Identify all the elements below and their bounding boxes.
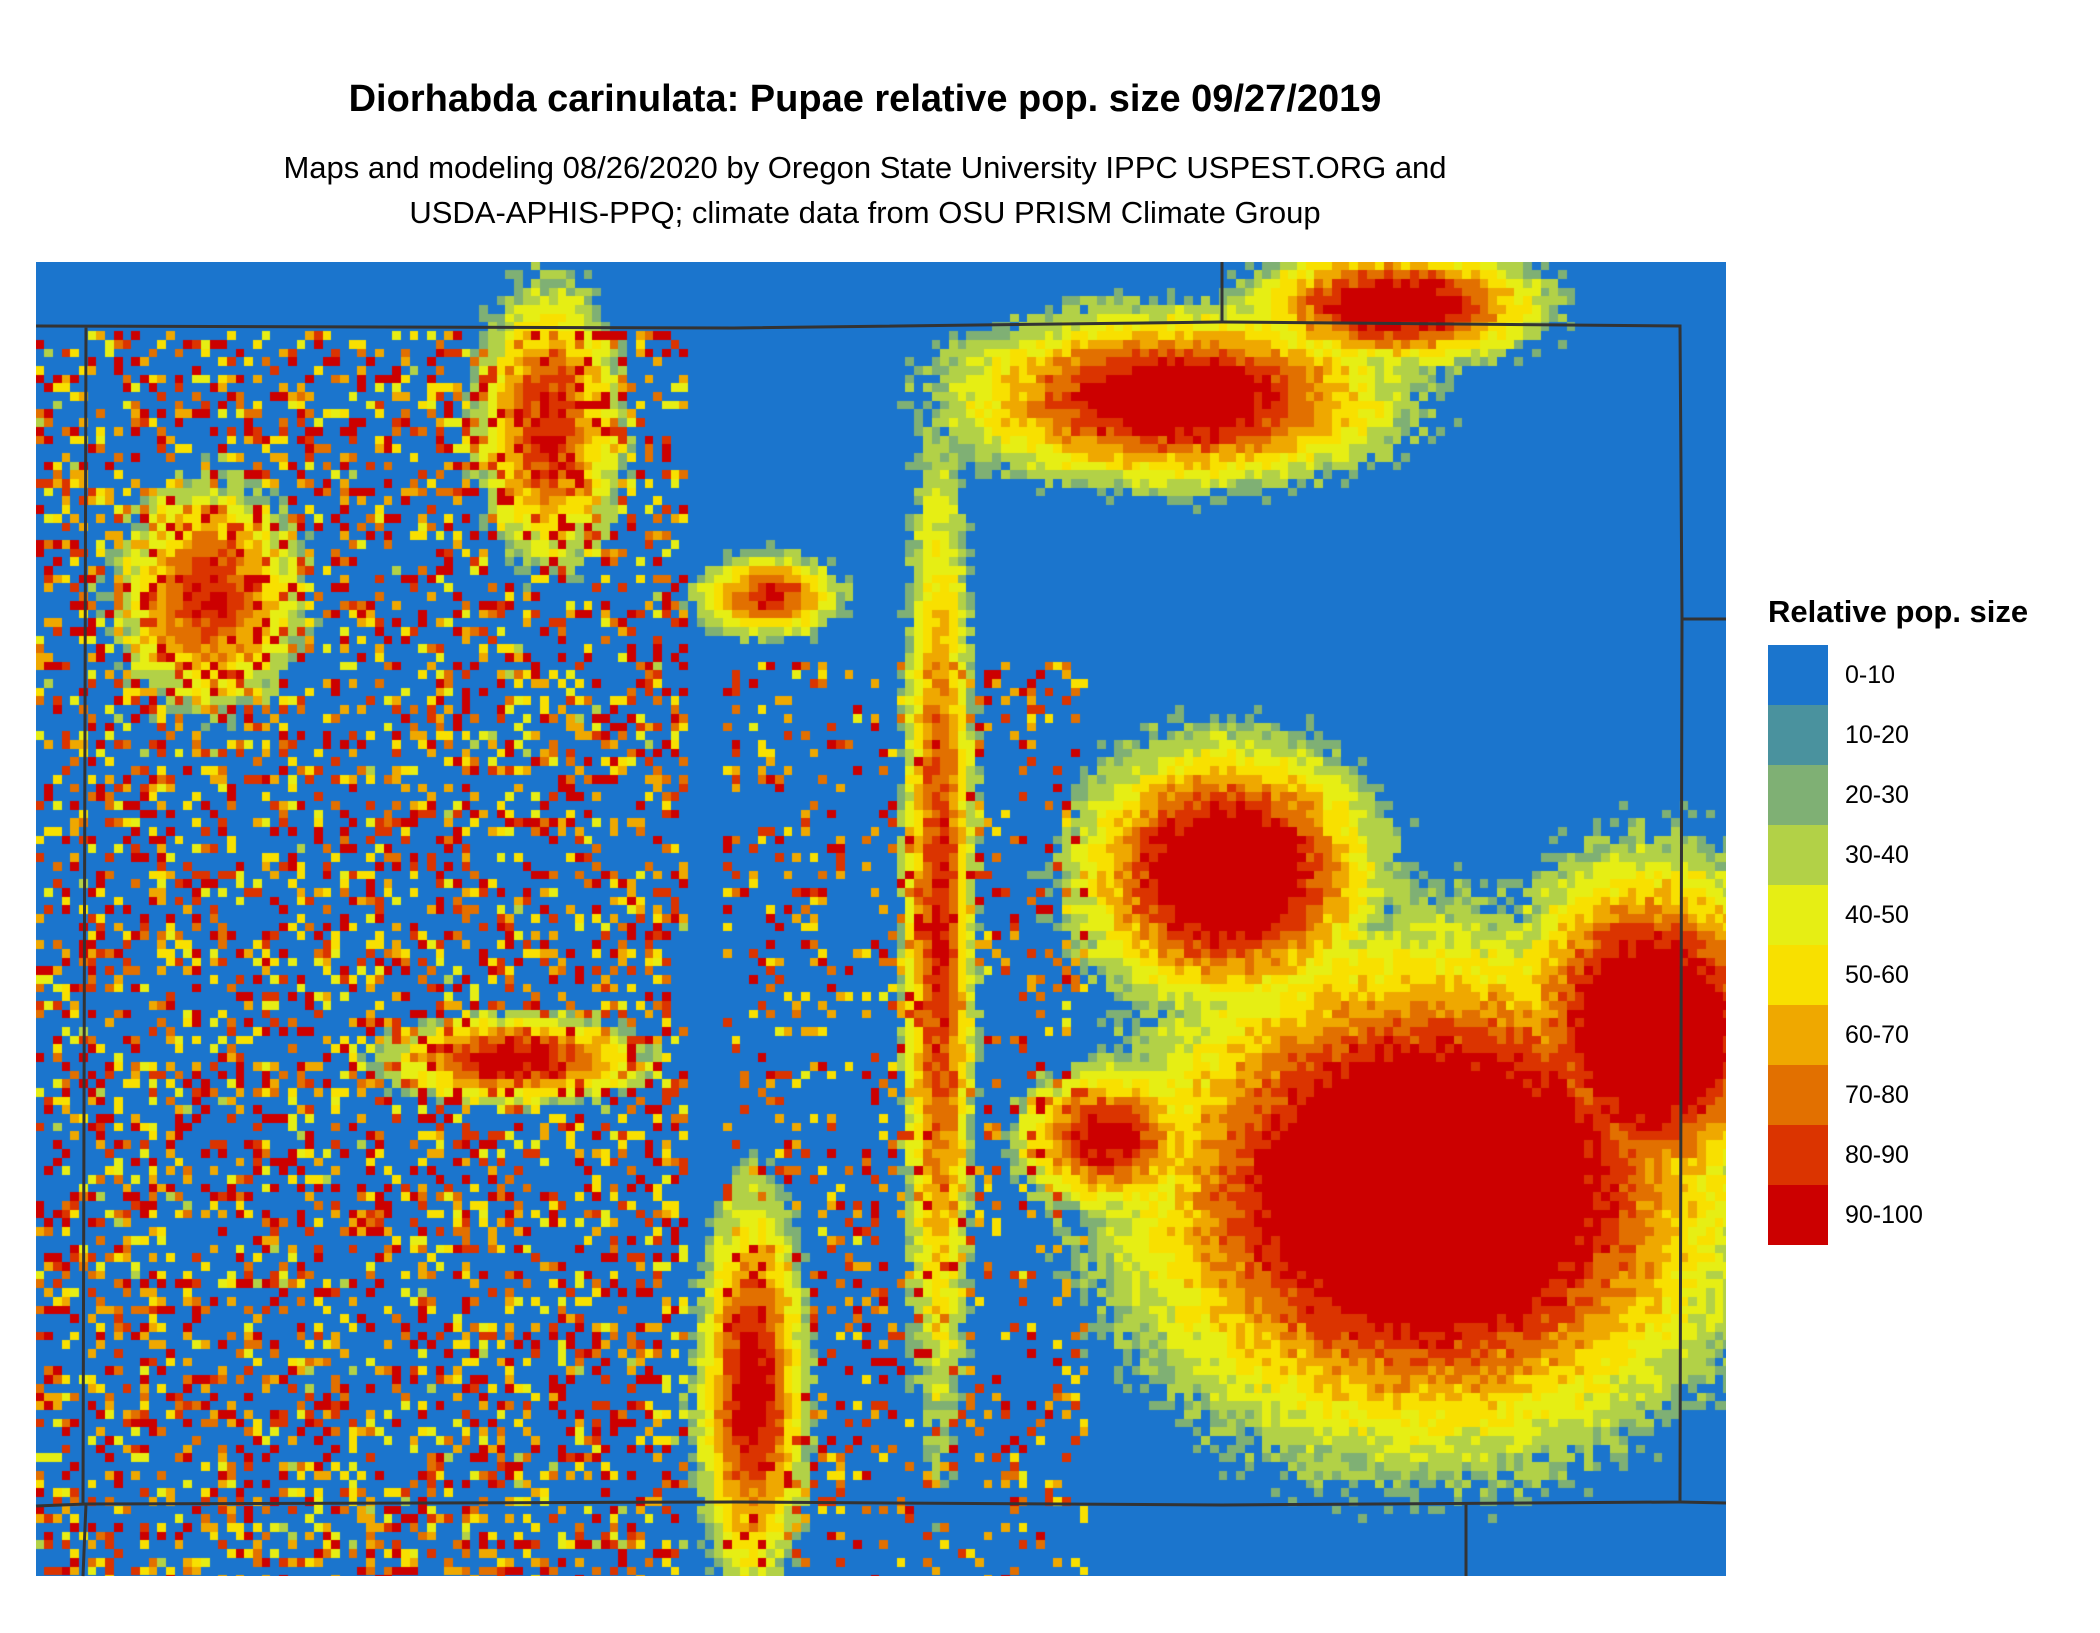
- legend-item: 30-40: [1768, 825, 1923, 885]
- legend-swatch: [1768, 1065, 1828, 1125]
- legend-label: 10-20: [1845, 720, 1909, 749]
- legend-label: 60-70: [1845, 1020, 1909, 1049]
- legend-item: 60-70: [1768, 1005, 1923, 1065]
- legend-item: 40-50: [1768, 885, 1923, 945]
- legend-swatch: [1768, 945, 1828, 1005]
- legend-swatch: [1768, 825, 1828, 885]
- legend-swatch: [1768, 1005, 1828, 1065]
- legend-item: 10-20: [1768, 705, 1923, 765]
- map-title: Diorhabda carinulata: Pupae relative pop…: [348, 78, 1382, 120]
- legend-label: 70-80: [1845, 1080, 1909, 1109]
- legend: 0-10 10-20 20-30 30-40 40-50 50-60 60-70 70-80 8…: [1768, 645, 1923, 1245]
- legend-item: 0-10: [1768, 645, 1923, 705]
- legend-label: 80-90: [1845, 1140, 1909, 1169]
- population-raster-map: [36, 262, 1726, 1576]
- legend-item: 80-90: [1768, 1125, 1923, 1185]
- legend-label: 50-60: [1845, 960, 1909, 989]
- legend-label: 20-30: [1845, 780, 1909, 809]
- legend-swatch: [1768, 885, 1828, 945]
- legend-item: 50-60: [1768, 945, 1923, 1005]
- legend-item: 20-30: [1768, 765, 1923, 825]
- legend-swatch: [1768, 705, 1828, 765]
- legend-item: 70-80: [1768, 1065, 1923, 1125]
- legend-swatch: [1768, 765, 1828, 825]
- legend-swatch: [1768, 1125, 1828, 1185]
- map-subtitle-line-1: Maps and modeling 08/26/2020 by Oregon S…: [283, 150, 1447, 185]
- legend-label: 30-40: [1845, 840, 1909, 869]
- legend-title: Relative pop. size: [1768, 594, 2029, 629]
- legend-label: 0-10: [1845, 660, 1896, 689]
- legend-label: 40-50: [1845, 900, 1909, 929]
- legend-swatch: [1768, 1185, 1828, 1245]
- legend-label: 90-100: [1845, 1200, 1923, 1229]
- legend-swatch: [1768, 645, 1828, 705]
- legend-item: 90-100: [1768, 1185, 1923, 1245]
- map-subtitle-line-2: USDA-APHIS-PPQ; climate data from OSU PR…: [409, 195, 1321, 230]
